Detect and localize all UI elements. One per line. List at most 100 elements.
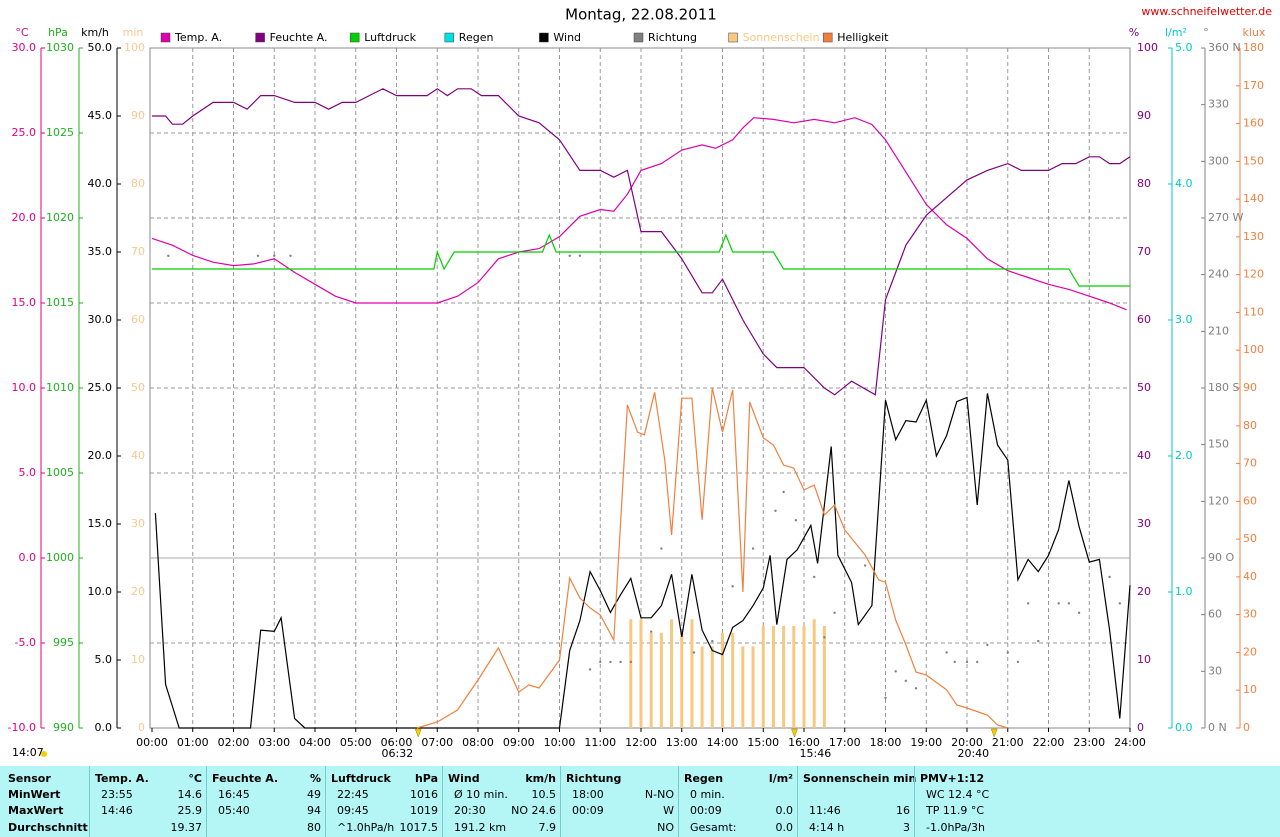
direction-dot: [289, 254, 292, 257]
y-tick-label: 60: [1208, 608, 1222, 621]
bar: [680, 632, 684, 728]
y-tick-label: 90: [1243, 381, 1257, 394]
bar: [822, 626, 826, 728]
y-tick-label: 90 O: [1208, 551, 1234, 564]
y-tick-label: 70: [131, 245, 145, 258]
y-tick-label: -10.0: [8, 721, 36, 734]
column-separator: [914, 766, 915, 837]
direction-dot: [894, 670, 897, 673]
cell-left: -1.0hPa/3h: [926, 821, 985, 834]
legend-swatch: [539, 32, 549, 43]
y-tick-label: 1015: [46, 296, 74, 309]
row-label: MinWert: [8, 788, 61, 801]
y-tick-label: 5.0: [1175, 41, 1193, 54]
y-tick-label: 20: [1243, 645, 1257, 658]
direction-dot: [774, 509, 777, 512]
x-tick-label: 10:00: [544, 736, 576, 749]
direction-dot: [731, 585, 734, 588]
direction-dot: [945, 651, 948, 654]
y-tick-label: 120: [1243, 268, 1264, 281]
legend-label: Wind: [553, 31, 581, 44]
bar: [649, 632, 653, 728]
cell-value: 80: [307, 821, 321, 834]
y-tick-label: 10: [1243, 683, 1257, 696]
direction-dot: [599, 660, 602, 664]
column-unit: °C: [188, 772, 202, 785]
cell-left: 20:30: [454, 804, 486, 817]
y-tick-label: 90: [131, 109, 145, 122]
column-unit: hPa: [414, 772, 438, 785]
y-tick-label: 1025: [46, 126, 74, 139]
x-tick-label: 08:00: [462, 736, 494, 749]
direction-dot: [692, 651, 696, 654]
y-tick-label: 80: [131, 177, 145, 190]
cell-left: WC 12.4 °C: [926, 788, 990, 801]
column-title: Temp. A.: [95, 772, 149, 785]
y-tick-label: 300: [1208, 154, 1229, 167]
cell-value: 1017.5: [399, 821, 439, 834]
cell-value: 19.37: [170, 821, 203, 834]
cell-left: ^1.0hPa/h: [337, 821, 395, 834]
y-tick-label: 10.0: [12, 381, 37, 394]
y-tick-label: 120: [1208, 494, 1229, 507]
direction-dot: [273, 254, 276, 257]
y-tick-label: 60: [1243, 494, 1257, 507]
column-separator: [560, 766, 561, 837]
cell-left: 4:14 h: [809, 821, 845, 834]
y-tick-label: 70: [1137, 245, 1151, 258]
sun-marker: [791, 728, 798, 738]
x-tick-label: 23:00: [1073, 736, 1105, 749]
y-tick-label: 990: [53, 721, 74, 734]
y-tick-label: 80: [1243, 419, 1257, 432]
y-tick-label: 100: [1243, 343, 1264, 356]
chart: Montag, 22.08.2011 www.schneifelwetter.d…: [8, 5, 1273, 760]
direction-dot: [660, 547, 663, 550]
y-tick-label: 10: [131, 653, 145, 666]
y-tick-label: 0.0: [95, 721, 113, 734]
y-tick-label: 60: [1137, 313, 1151, 326]
x-tick-label: 06:00: [381, 736, 413, 749]
x-tick-label: 11:00: [584, 736, 616, 749]
cell-value: NO 24.6: [511, 804, 556, 817]
y-tick-label: 1030: [46, 41, 74, 54]
direction-dot: [965, 660, 969, 664]
cell-value: 16: [896, 804, 910, 817]
legend-swatch: [160, 32, 171, 43]
column-title: Regen: [684, 772, 724, 785]
cell-left: TP 11.9 °C: [926, 804, 985, 817]
y-tick-label: 0: [138, 721, 145, 734]
y-tick-label: 160: [1243, 117, 1264, 130]
column-unit: %: [309, 772, 321, 785]
direction-dot: [1037, 639, 1040, 643]
y-tick-label: 270 W: [1208, 211, 1243, 224]
y-tick-label: 170: [1243, 79, 1264, 92]
column-separator: [678, 766, 679, 837]
series-line: [154, 393, 1131, 729]
y-tick-label: 50: [131, 381, 145, 394]
legend-label: Regen: [459, 31, 494, 44]
x-tick-label: 14:00: [707, 736, 739, 749]
direction-dot: [1006, 651, 1009, 654]
y-tick-label: 0.0: [1175, 721, 1193, 734]
y-tick-label: 1010: [46, 381, 74, 394]
cell-value: N-NO: [644, 788, 674, 801]
cell-value: 49: [307, 788, 321, 801]
y-tick-label: 25.0: [12, 126, 37, 139]
y-tick-label: 330: [1208, 98, 1229, 111]
cell-left: 23:55: [101, 788, 133, 801]
y-tick-label: 50: [1243, 532, 1257, 545]
series-line: [416, 387, 1008, 729]
direction-dot: [833, 611, 836, 614]
direction-dot: [1026, 602, 1030, 605]
axis-unit: km/h: [81, 26, 109, 39]
bar: [710, 646, 714, 728]
column-separator: [797, 766, 798, 837]
y-tick-label: 10.0: [88, 585, 113, 598]
cell-left: 09:45: [337, 804, 369, 817]
marker-label: 06:32: [382, 747, 414, 760]
y-tick-label: 4.0: [1175, 177, 1193, 190]
cell-left: 0 min.: [690, 788, 725, 801]
direction-dot: [1077, 611, 1081, 614]
cell-value: 1019: [410, 804, 438, 817]
axis-unit: °C: [15, 26, 29, 39]
